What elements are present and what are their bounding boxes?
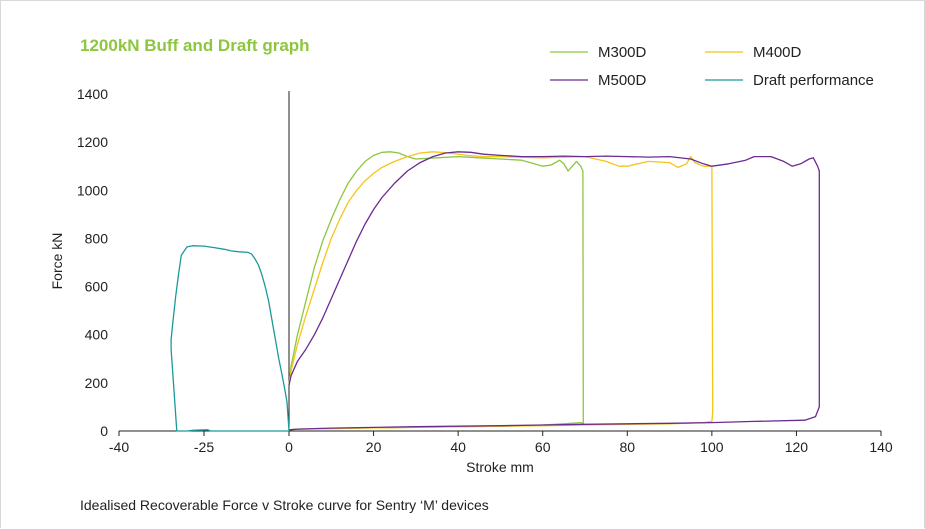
x-tick-label: 60 [535,439,551,455]
y-tick-label: 1200 [77,134,108,150]
x-tick-label: 140 [869,439,893,455]
x-tick-label: 120 [785,439,809,455]
y-tick-label: 0 [100,423,108,439]
y-tick-label: 400 [85,327,109,343]
x-tick-label: 100 [700,439,724,455]
x-tick-label: 0 [285,439,293,455]
x-tick-label: 40 [450,439,466,455]
y-axis-label: Force kN [49,233,65,290]
legend-label: M500D [598,72,647,89]
legend-label: Draft performance [753,72,874,89]
y-tick-label: 1000 [77,182,108,198]
series-line-m300d [288,151,584,431]
chart-title: 1200kN Buff and Draft graph [80,36,310,55]
x-tick-label: 20 [366,439,382,455]
series-line-m400d [288,151,714,431]
y-tick-label: 800 [85,230,109,246]
series-line-m500d [288,151,820,431]
legend-label: M400D [753,44,802,61]
series-group [170,151,820,432]
legend: M300D M400D M500D Draft performance [550,44,874,89]
y-tick-label: 200 [85,375,109,391]
y-tick-label: 600 [85,279,109,295]
legend-label: M300D [598,44,647,61]
x-axis-label: Stroke mm [466,459,534,475]
series-line-draft-performance [170,245,290,432]
y-tick-group: 0 200 400 600 800 1000 1200 1400 [77,86,108,439]
y-tick-label: 1400 [77,86,108,102]
chart-caption: Idealised Recoverable Force v Stroke cur… [80,497,489,513]
x-tick-group: -40 -25 0 20 40 60 80 100 120 140 [109,431,893,455]
x-tick-label: 80 [619,439,635,455]
x-tick-label: -25 [194,439,214,455]
x-tick-label: -40 [109,439,129,455]
